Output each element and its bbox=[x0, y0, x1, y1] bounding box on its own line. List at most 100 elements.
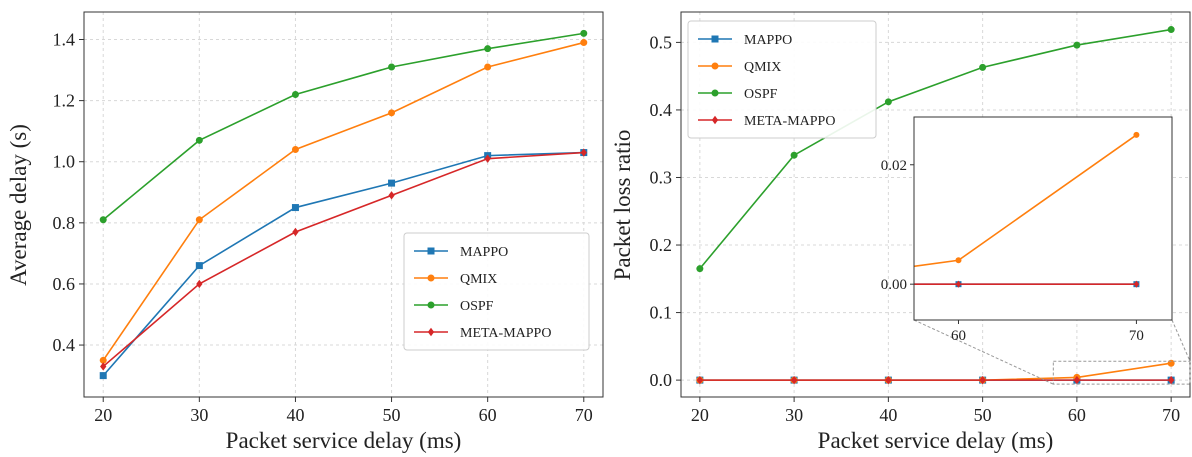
y-tick-label: 0.5 bbox=[650, 32, 673, 52]
legend-entry-meta-mappo: META-MAPPO bbox=[698, 114, 835, 129]
chart-panel-1: 20 30 40 50 60 70 0.4 0.6 0.8 1.0 1.2 1.4 Packet ser… bbox=[6, 11, 604, 453]
legend: MAPPO QMIX OSPF META-MAPPO bbox=[687, 20, 877, 139]
data-point bbox=[580, 29, 588, 37]
data-point bbox=[790, 375, 798, 385]
y-tick-label: 0.8 bbox=[53, 213, 76, 233]
data-point bbox=[195, 262, 203, 270]
zoom-inset: 60 70 0.00 0.02 bbox=[881, 116, 1191, 385]
inset-frame bbox=[913, 116, 1173, 321]
x-tick-label: 30 bbox=[785, 405, 803, 425]
inset-background bbox=[914, 117, 1172, 320]
legend-entry-mappo: MAPPO bbox=[414, 245, 508, 260]
legend-marker bbox=[711, 62, 719, 70]
y-axis-label: Packet loss ratio bbox=[610, 130, 635, 281]
inset-plot-area bbox=[914, 131, 1140, 288]
series-ospf bbox=[696, 26, 1175, 273]
legend-entry-qmix: QMIX bbox=[698, 60, 781, 75]
data-point bbox=[979, 63, 987, 71]
data-point bbox=[790, 151, 798, 159]
data-point bbox=[696, 265, 704, 273]
x-tick-label: 20 bbox=[94, 405, 112, 425]
series-meta-mappo bbox=[696, 375, 1175, 385]
data-point bbox=[484, 154, 491, 163]
x-tick-label: 30 bbox=[190, 405, 208, 425]
legend-marker bbox=[427, 301, 435, 309]
data-point bbox=[292, 227, 299, 237]
series-qmix bbox=[99, 39, 588, 364]
y-tick-label: 0.6 bbox=[53, 274, 76, 294]
data-point bbox=[979, 375, 986, 385]
inset-x-tick-label: 60 bbox=[951, 328, 966, 344]
x-tick-label: 20 bbox=[691, 405, 709, 425]
legend-entry-qmix: QMIX bbox=[414, 272, 497, 287]
legend-label: META-MAPPO bbox=[744, 114, 835, 129]
data-point bbox=[1167, 375, 1175, 385]
x-tick-label: 40 bbox=[879, 405, 897, 425]
inset-data-point bbox=[1133, 131, 1140, 138]
data-point bbox=[1167, 26, 1175, 34]
y-tick-label: 0.4 bbox=[53, 335, 76, 355]
x-axis-label: Packet service delay (ms) bbox=[226, 428, 462, 453]
data-point bbox=[1073, 41, 1081, 49]
data-point bbox=[484, 45, 492, 53]
zoom-region-box bbox=[1052, 360, 1191, 385]
plot-frame bbox=[83, 11, 604, 398]
legend-marker bbox=[711, 89, 719, 97]
legend-label: META-MAPPO bbox=[460, 326, 551, 341]
legend-box bbox=[687, 20, 877, 139]
y-tick-label: 1.2 bbox=[53, 91, 76, 111]
data-point bbox=[388, 191, 395, 200]
inset-data-point bbox=[955, 280, 962, 288]
legend-marker bbox=[711, 35, 719, 43]
inset-y-tick-label: 0.00 bbox=[881, 277, 907, 293]
legend-box bbox=[403, 232, 590, 351]
chart-panel-2: 20 30 40 50 60 70 0.0 0.1 0.2 0.3 0.4 0.5 Packet ser… bbox=[610, 11, 1191, 453]
plot-frame bbox=[680, 11, 1191, 398]
x-tick-label: 70 bbox=[575, 405, 593, 425]
series-line bbox=[102, 151, 584, 368]
data-point bbox=[195, 216, 203, 224]
data-point bbox=[291, 146, 299, 153]
inset-data-point bbox=[1133, 280, 1140, 288]
x-tick-label: 50 bbox=[383, 405, 401, 425]
series-line bbox=[102, 32, 584, 221]
legend-marker bbox=[427, 247, 435, 255]
y-tick-label: 0.3 bbox=[650, 167, 673, 187]
x-tick-label: 70 bbox=[1162, 405, 1180, 425]
legend-label: OSPF bbox=[460, 299, 494, 314]
legend-label: MAPPO bbox=[744, 33, 792, 48]
y-tick-label: 0.0 bbox=[650, 370, 673, 390]
y-tick-label: 0.4 bbox=[650, 100, 673, 120]
data-point bbox=[388, 109, 396, 117]
inset-series-line bbox=[914, 134, 1137, 268]
legend-entry-ospf: OSPF bbox=[698, 87, 778, 102]
y-tick-label: 1.0 bbox=[53, 152, 76, 172]
legend-label: MAPPO bbox=[460, 245, 508, 260]
inset-x-tick-label: 70 bbox=[1129, 328, 1144, 344]
data-point bbox=[484, 63, 492, 71]
data-point bbox=[388, 63, 396, 71]
data-point bbox=[291, 91, 299, 98]
data-point bbox=[696, 375, 704, 385]
y-axis-label: Average delay (s) bbox=[6, 124, 31, 286]
legend-marker bbox=[427, 274, 435, 282]
legend-marker bbox=[711, 115, 719, 125]
series-line bbox=[102, 41, 584, 361]
legend: MAPPO QMIX OSPF META-MAPPO bbox=[403, 232, 590, 351]
legend-entry-meta-mappo: META-MAPPO bbox=[414, 326, 551, 341]
x-tick-label: 40 bbox=[286, 405, 304, 425]
inset-y-tick-label: 0.02 bbox=[881, 158, 907, 174]
y-tick-label: 0.2 bbox=[650, 235, 673, 255]
series-line bbox=[699, 362, 1172, 381]
series-line bbox=[699, 28, 1172, 270]
legend-label: QMIX bbox=[460, 272, 497, 287]
data-point bbox=[196, 279, 203, 289]
data-point bbox=[580, 39, 588, 47]
zoom-connector bbox=[1171, 319, 1191, 362]
data-point bbox=[884, 98, 892, 106]
data-point bbox=[100, 362, 107, 371]
x-axis-label: Packet service delay (ms) bbox=[818, 428, 1054, 453]
series-ospf bbox=[99, 29, 588, 224]
data-point bbox=[99, 216, 107, 224]
